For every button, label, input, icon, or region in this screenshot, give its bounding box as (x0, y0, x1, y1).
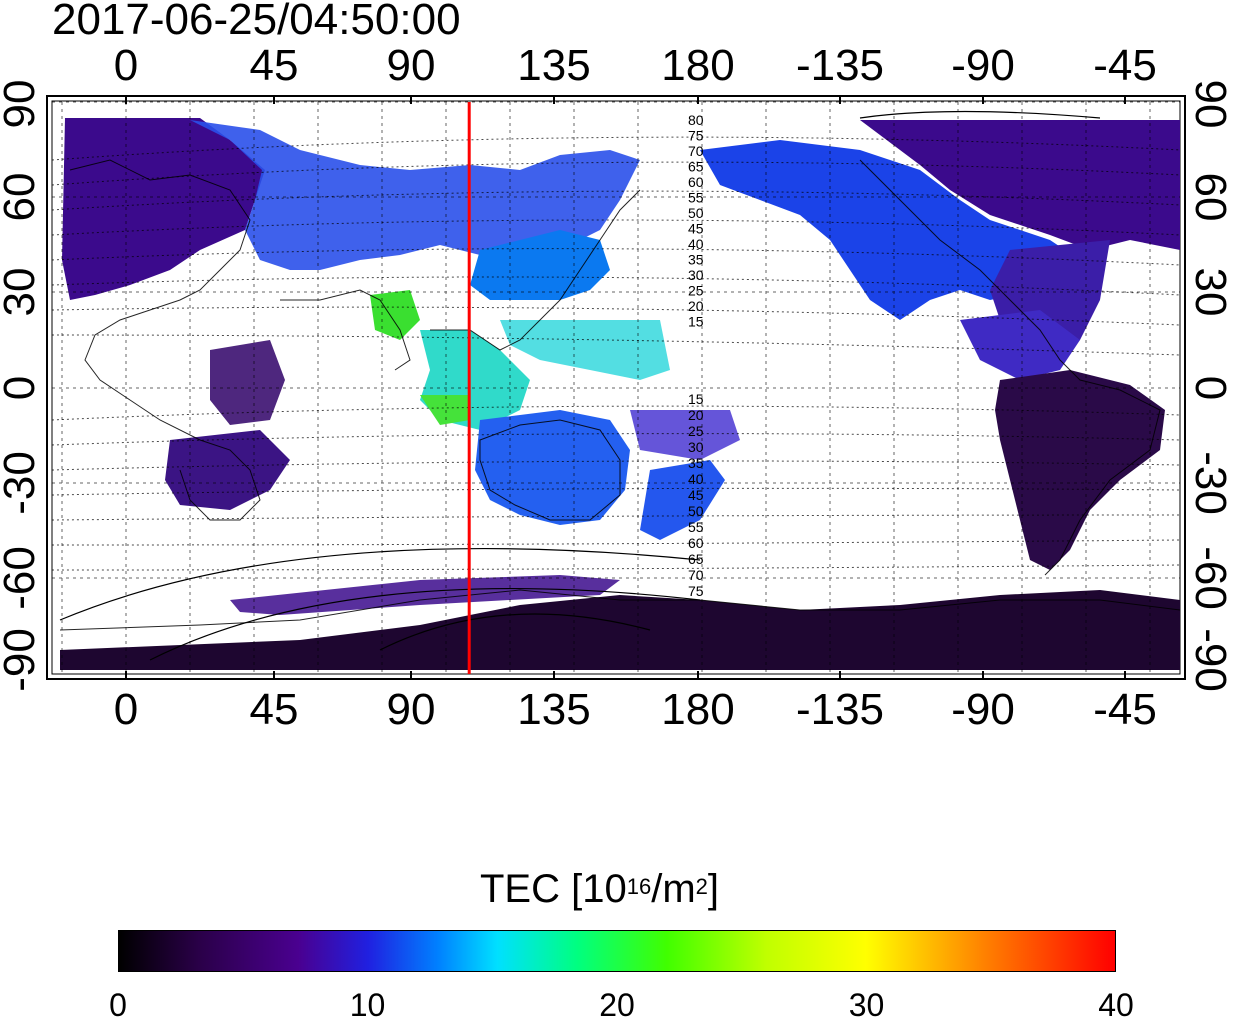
contour-label: 65 (688, 159, 704, 175)
contour-label: 75 (688, 128, 704, 144)
contour-label: 65 (688, 551, 704, 567)
tec-indonesia-green (420, 395, 470, 425)
tec-canada-arctic (860, 120, 1180, 250)
contour-label: 45 (688, 487, 704, 503)
lon-tick-label: 180 (661, 41, 735, 90)
lon-tick-label: 180 (661, 685, 735, 734)
contour-label: 15 (688, 391, 704, 407)
tec-eurasia-north (190, 120, 640, 270)
tec-coral-sea (630, 410, 740, 460)
contour-label: 40 (688, 471, 704, 487)
contour-label: 20 (688, 407, 704, 423)
contour-label: 15 (688, 314, 704, 330)
contour-label: 60 (688, 174, 704, 190)
tec-nz (640, 460, 725, 540)
timestamp-title: 2017-06-25/04:50:00 (52, 0, 461, 44)
contour-label: 45 (688, 221, 704, 237)
contour-label: 35 (688, 252, 704, 268)
lon-tick-label: 135 (517, 41, 591, 90)
contour-label: 30 (688, 439, 704, 455)
lon-tick-label: -90 (951, 685, 1015, 734)
contour-label: 60 (688, 535, 704, 551)
contour-label: 70 (688, 143, 704, 159)
contour-label: 30 (688, 267, 704, 283)
contour-label: 50 (688, 205, 704, 221)
lon-tick-label: 0 (113, 685, 139, 734)
colorbar-tick-label: 40 (1098, 987, 1134, 1023)
lon-tick-label: -135 (795, 685, 885, 734)
tec-europe (62, 118, 265, 300)
lon-tick-label: 45 (249, 685, 299, 734)
tec-east-asia (470, 230, 610, 300)
tec-africa-north (210, 340, 285, 425)
magnetic-contours (51, 136, 1181, 571)
lon-tick-label: 45 (249, 41, 299, 90)
polar-contours-north (859, 110, 1101, 119)
contour-label: 25 (688, 283, 704, 299)
coastlines (59, 159, 1181, 631)
tec-colorbar (118, 930, 1116, 972)
colorbar-tick-label: 10 (349, 987, 386, 1023)
contour-label: 70 (688, 567, 704, 583)
colorbar-tick-label: 20 (599, 987, 635, 1023)
polar-contours-south (59, 548, 701, 661)
contour-label: 80 (688, 112, 704, 128)
lon-tick-label: 90 (386, 41, 436, 90)
contour-label: 35 (688, 455, 704, 471)
lon-tick-label: 0 (113, 41, 139, 90)
contour-label: 40 (688, 236, 704, 252)
lon-tick-label: -45 (1093, 41, 1157, 90)
tec-africa (165, 430, 290, 510)
tec-pacific-cyan (500, 320, 670, 380)
tec-central-america (960, 310, 1080, 380)
contour-label: 25 (688, 423, 704, 439)
tec-south-america (995, 370, 1165, 570)
tec-australia (475, 410, 630, 525)
lon-tick-label: -135 (795, 41, 885, 90)
frame-ticks (125, 96, 1126, 679)
contour-label: 50 (688, 503, 704, 519)
lon-tick-label: 135 (517, 685, 591, 734)
contour-label: 20 (688, 298, 704, 314)
contour-label: 55 (688, 190, 704, 206)
lon-tick-label: -90 (951, 41, 1015, 90)
contour-label: 55 (688, 519, 704, 535)
contour-label: 75 (688, 583, 704, 599)
colorbar-tick-label: 30 (848, 987, 885, 1023)
colorbar-tick-label: 0 (109, 987, 127, 1023)
lon-tick-label: -45 (1093, 685, 1157, 734)
lon-tick-label: 90 (386, 685, 436, 734)
tec-southern-ocean-band (230, 575, 620, 615)
